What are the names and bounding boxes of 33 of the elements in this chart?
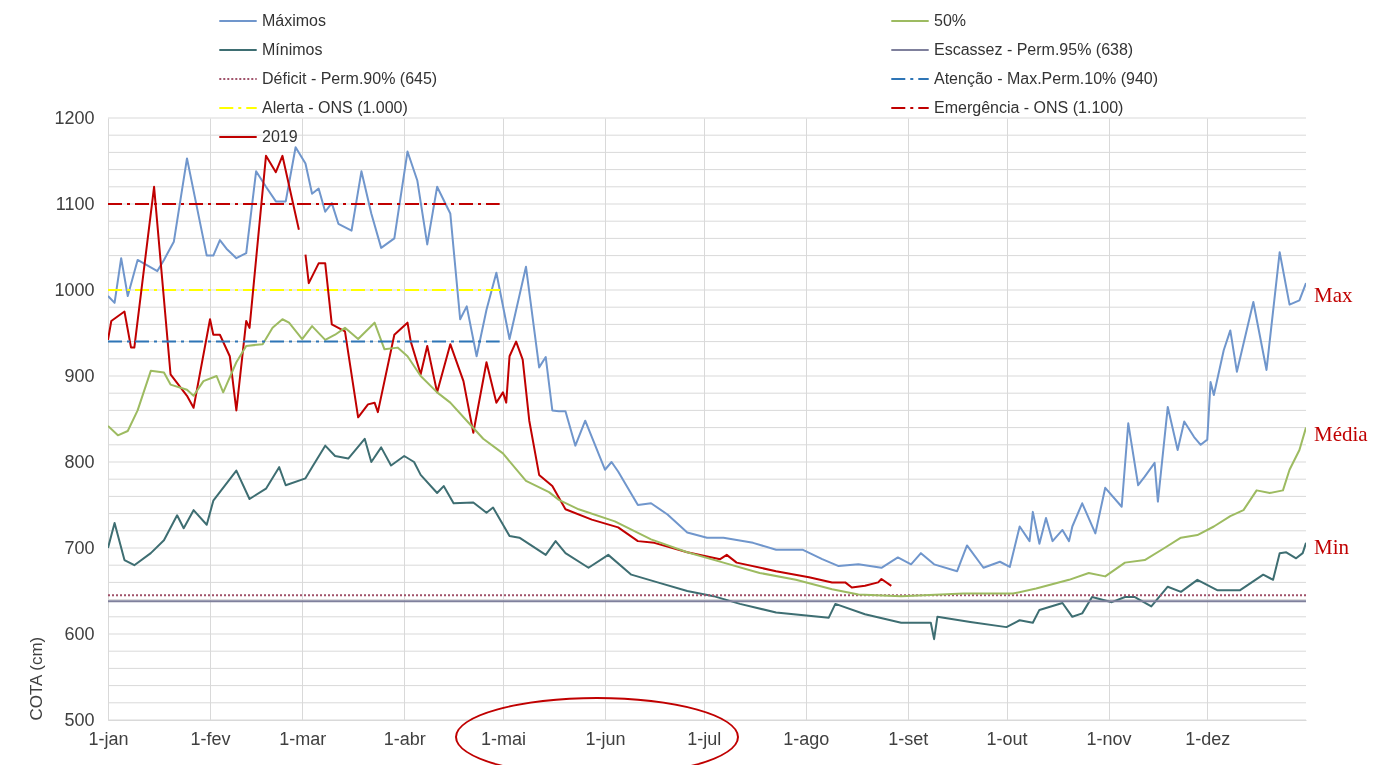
y-tick-label: 800 xyxy=(64,451,95,472)
legend-label: 2019 xyxy=(262,128,298,145)
y-tick-label: 500 xyxy=(64,709,95,730)
y-tick-label: 900 xyxy=(64,365,95,386)
x-tick-label: 1-fev xyxy=(190,728,231,749)
x-tick-label: 1-mar xyxy=(279,728,327,749)
annotation: Média xyxy=(1314,422,1369,447)
x-tick-label: 1-abr xyxy=(383,728,426,749)
y-tick-label: 1200 xyxy=(54,107,95,128)
x-tick-label: 1-set xyxy=(888,728,929,749)
x-tick-label: 1-ago xyxy=(783,728,830,749)
legend-label: Atenção - Max.Perm.10% (940) xyxy=(934,70,1159,87)
legend-label: 50% xyxy=(934,12,967,29)
x-tick-label: 1-mai xyxy=(480,728,526,749)
x-tick-label: 1-out xyxy=(986,728,1028,749)
legend-label: Déficit - Perm.90% (645) xyxy=(262,70,438,87)
legend-label: Escassez - Perm.95% (638) xyxy=(934,41,1134,58)
x-tick-label: 1-jan xyxy=(88,728,129,749)
y-tick-label: 1100 xyxy=(55,193,95,214)
legend-label: Alerta - ONS (1.000) xyxy=(262,99,408,116)
x-tick-label: 1-jul xyxy=(687,728,722,749)
annotation: Max xyxy=(1314,283,1353,308)
y-axis-title: COTA (cm) xyxy=(27,636,47,721)
annotation: Min xyxy=(1314,535,1350,559)
legend-label: Máximos xyxy=(262,12,327,29)
y-tick-label: 1000 xyxy=(54,279,95,300)
legend-label: Mínimos xyxy=(262,41,323,58)
x-tick-label: 1-dez xyxy=(1185,728,1231,749)
y-tick-label: 700 xyxy=(64,537,95,558)
y-tick-label: 600 xyxy=(64,623,95,644)
x-tick-label: 1-nov xyxy=(1086,728,1132,749)
x-tick-label: 1-jun xyxy=(585,728,626,749)
legend-label: Emergência - ONS (1.100) xyxy=(934,99,1124,116)
